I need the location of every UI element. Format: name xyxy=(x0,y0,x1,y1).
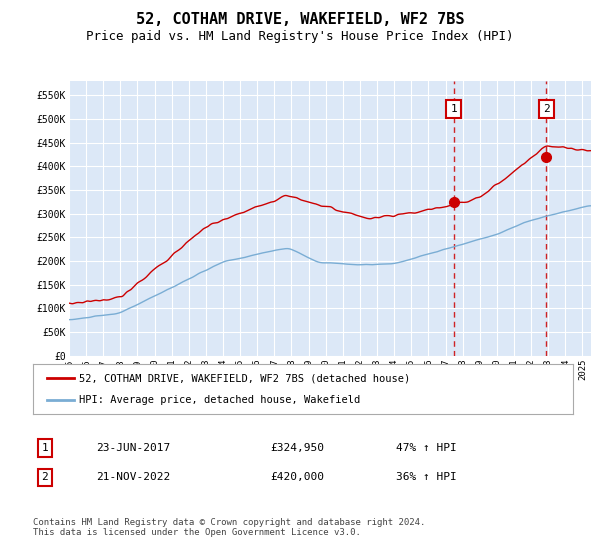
Text: 2: 2 xyxy=(41,472,49,482)
Text: Price paid vs. HM Land Registry's House Price Index (HPI): Price paid vs. HM Land Registry's House … xyxy=(86,30,514,43)
Text: £324,950: £324,950 xyxy=(270,443,324,453)
Text: HPI: Average price, detached house, Wakefield: HPI: Average price, detached house, Wake… xyxy=(79,395,360,405)
Text: £420,000: £420,000 xyxy=(270,472,324,482)
Text: 2: 2 xyxy=(543,104,550,114)
Text: 52, COTHAM DRIVE, WAKEFIELD, WF2 7BS (detached house): 52, COTHAM DRIVE, WAKEFIELD, WF2 7BS (de… xyxy=(79,373,410,383)
Text: 23-JUN-2017: 23-JUN-2017 xyxy=(96,443,170,453)
Text: 21-NOV-2022: 21-NOV-2022 xyxy=(96,472,170,482)
Text: 52, COTHAM DRIVE, WAKEFIELD, WF2 7BS: 52, COTHAM DRIVE, WAKEFIELD, WF2 7BS xyxy=(136,12,464,27)
Text: 1: 1 xyxy=(41,443,49,453)
Text: 1: 1 xyxy=(451,104,457,114)
Text: 47% ↑ HPI: 47% ↑ HPI xyxy=(396,443,457,453)
Text: 36% ↑ HPI: 36% ↑ HPI xyxy=(396,472,457,482)
Text: Contains HM Land Registry data © Crown copyright and database right 2024.
This d: Contains HM Land Registry data © Crown c… xyxy=(33,518,425,538)
